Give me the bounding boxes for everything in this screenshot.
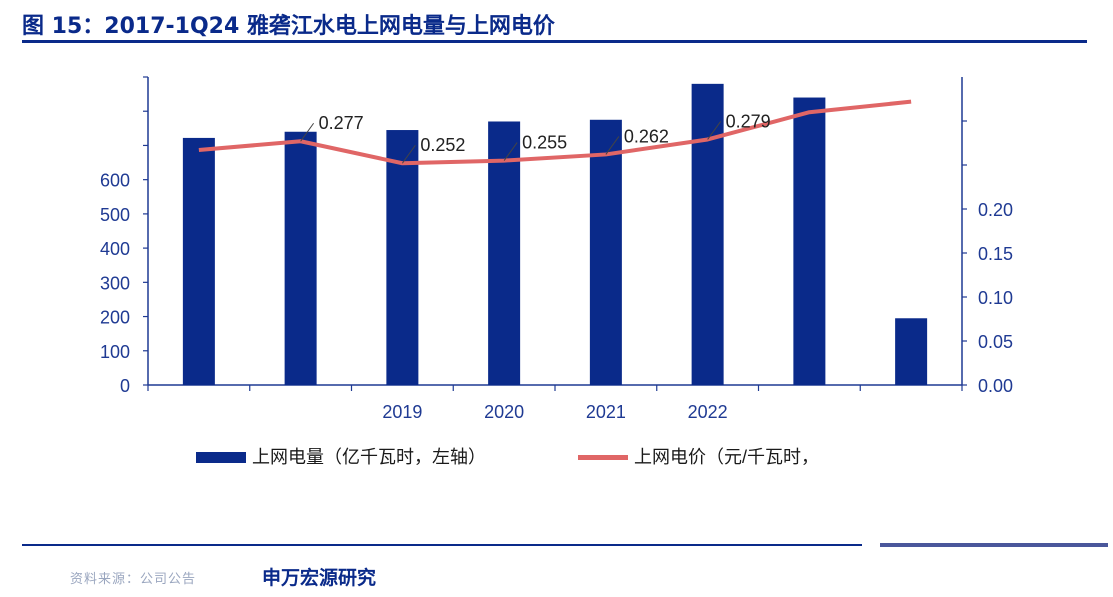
right-tick-label: 0.10 <box>978 288 1013 308</box>
left-tick-label: 0 <box>120 376 130 396</box>
tick-labels: 0 100 200 300 400 500 600 0.00 0.05 0.10 0.15 0.20 2… <box>100 171 1013 422</box>
line-series <box>198 99 912 166</box>
chart: 0.277 0.252 0.255 0.262 0.279 0 100 200 300 400 5… <box>100 76 1013 467</box>
left-tick-label: 500 <box>100 205 130 225</box>
price-line <box>198 99 912 166</box>
label-leader <box>503 142 518 161</box>
left-tick-label: 300 <box>100 273 130 293</box>
bar <box>793 97 826 386</box>
legend-label-bar: 上网电量（亿千瓦时，左轴） <box>252 447 486 467</box>
right-tick-label: 0.05 <box>978 332 1013 352</box>
bar <box>691 83 724 385</box>
footer-rule <box>22 544 862 546</box>
x-tick-label: 2020 <box>484 402 524 422</box>
bar <box>895 318 928 385</box>
bar <box>386 130 419 385</box>
right-tick-label: 0.20 <box>978 200 1013 220</box>
x-tick-label: 2019 <box>382 402 422 422</box>
point-label: 0.279 <box>726 111 771 131</box>
legend-swatch-line <box>578 455 628 460</box>
x-tick-label: 2021 <box>586 402 626 422</box>
left-tick-label: 600 <box>100 171 130 191</box>
point-label: 0.277 <box>319 113 364 133</box>
legend-label-line: 上网电价（元/千瓦时， <box>634 447 819 467</box>
axes <box>143 76 967 391</box>
label-leader <box>707 121 722 140</box>
legend-swatch-bar <box>196 452 246 463</box>
legend: 上网电量（亿千瓦时，左轴） 上网电价（元/千瓦时， <box>196 447 819 467</box>
point-label: 0.262 <box>624 126 669 146</box>
x-tick-label: 2022 <box>688 402 728 422</box>
footer-source: 资料来源：公司公告 <box>70 572 197 587</box>
figure-title: 图 15：2017-1Q24 雅砻江水电上网电量与上网电价 <box>22 14 555 39</box>
bar-series <box>182 83 928 386</box>
left-tick-label: 100 <box>100 342 130 362</box>
left-tick-label: 200 <box>100 308 130 328</box>
label-leader <box>300 122 315 142</box>
left-tick-label: 400 <box>100 239 130 259</box>
footer-rule-right <box>880 543 1108 547</box>
right-tick-label: 0.15 <box>978 244 1013 264</box>
bar <box>488 121 521 385</box>
footer-brand: 申万宏源研究 <box>262 567 377 589</box>
point-label: 0.255 <box>522 133 567 153</box>
label-leader <box>401 144 416 164</box>
point-labels: 0.277 0.252 0.255 0.262 0.279 <box>300 111 771 164</box>
right-tick-label: 0.00 <box>978 376 1013 396</box>
title-rule <box>22 40 1087 43</box>
point-label: 0.252 <box>420 135 465 155</box>
bar <box>182 137 215 385</box>
label-leader <box>605 136 620 155</box>
bar <box>589 119 622 386</box>
bar <box>284 131 317 385</box>
